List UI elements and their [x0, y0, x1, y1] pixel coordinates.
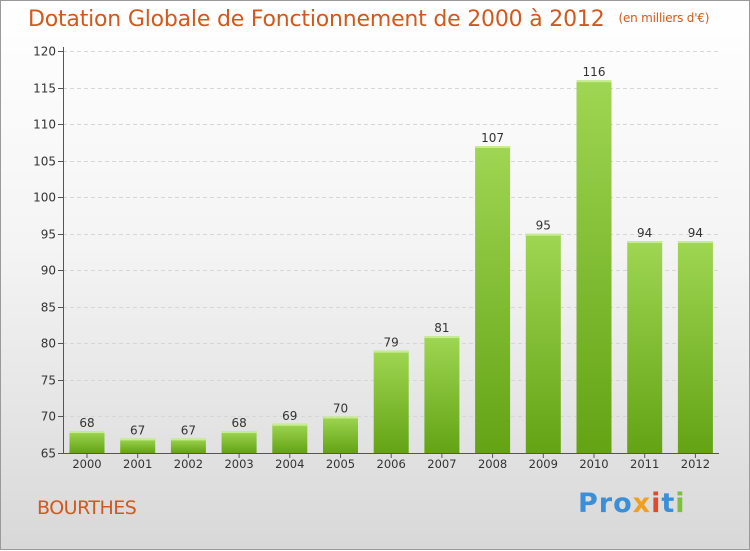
x-tick-label: 2004	[275, 457, 304, 471]
bar	[475, 146, 511, 453]
bar-highlight	[272, 423, 308, 426]
x-tick-label: 2012	[681, 457, 710, 471]
logo-part-2: x	[632, 488, 652, 519]
proxiti-logo: Proxiti	[578, 488, 686, 519]
value-label: 69	[282, 409, 297, 423]
x-tick-label: 2011	[630, 457, 659, 471]
value-label: 95	[536, 219, 551, 233]
bar	[525, 233, 561, 453]
logo-part-1: Pro	[578, 488, 633, 519]
value-label: 107	[481, 131, 504, 145]
chart-title: Dotation Globale de Fonctionnement de 20…	[28, 7, 709, 32]
y-tick-label: 100	[33, 191, 56, 205]
x-tick-label: 2007	[427, 457, 456, 471]
bar-highlight	[323, 416, 358, 419]
y-tick-label: 80	[41, 337, 56, 351]
x-tick-label: 2010	[579, 457, 608, 471]
logo-part-4: t	[661, 488, 676, 519]
bar	[221, 431, 257, 453]
bar-highlight	[627, 241, 663, 244]
bar-highlight	[424, 336, 460, 339]
y-tick-label: 70	[41, 410, 56, 424]
chart-subtitle: (en milliers d'€)	[618, 11, 710, 25]
value-labels: 68 67 67 68 69 70 79 81 107 95 116 94 94	[79, 65, 703, 437]
place-name: BOURTHES	[37, 497, 137, 519]
bar-highlight	[120, 438, 156, 441]
logo-part-5: i	[675, 488, 686, 519]
value-label: 81	[434, 321, 449, 335]
value-label: 79	[384, 336, 399, 350]
y-tick-label: 75	[41, 374, 56, 388]
bar	[576, 80, 612, 454]
value-label: 68	[79, 416, 94, 430]
y-tick-label: 120	[33, 45, 56, 59]
x-tick-label: 2001	[123, 457, 152, 471]
bar-highlight	[69, 431, 105, 434]
bar	[120, 438, 156, 453]
y-tick-label: 115	[33, 82, 56, 96]
bar-highlight	[525, 233, 561, 236]
x-tick-label: 2009	[529, 457, 558, 471]
x-tick-label: 2002	[174, 457, 203, 471]
x-tick-label: 2006	[377, 457, 406, 471]
bar	[69, 431, 105, 453]
y-tick-labels: 65 70 75 80 85 90 95 100 105 110 115 120	[33, 45, 56, 461]
bar-highlight	[221, 431, 257, 434]
y-tick-label: 110	[33, 118, 56, 132]
bar-highlight	[576, 80, 612, 83]
bar	[170, 438, 206, 453]
value-label: 94	[637, 226, 652, 240]
value-label: 94	[688, 226, 703, 240]
bar	[677, 241, 713, 453]
bars	[69, 80, 713, 454]
value-label: 67	[181, 423, 196, 437]
x-tick-label: 2000	[72, 457, 101, 471]
bar-highlight	[170, 438, 206, 441]
bar	[424, 336, 460, 453]
value-label: 67	[130, 423, 145, 437]
y-tick-label: 85	[41, 301, 56, 315]
bar-highlight	[677, 241, 713, 244]
x-tick-label: 2008	[478, 457, 507, 471]
bar	[323, 416, 358, 453]
y-tick-label: 90	[41, 264, 56, 278]
chart-title-text: Dotation Globale de Fonctionnement de 20…	[28, 7, 605, 32]
y-tick-label: 95	[41, 228, 56, 242]
bar	[373, 350, 409, 453]
bar-highlight	[373, 350, 409, 353]
bar-highlight	[475, 146, 511, 149]
bar	[272, 423, 308, 453]
x-tick-label: 2005	[326, 457, 355, 471]
x-tick-label: 2003	[224, 457, 253, 471]
value-label: 116	[583, 65, 606, 79]
logo-part-3: i	[651, 488, 662, 519]
value-label: 70	[333, 401, 348, 415]
axes	[58, 47, 719, 458]
y-tick-label: 105	[33, 155, 56, 169]
y-tick-label: 65	[41, 447, 56, 461]
value-label: 68	[231, 416, 246, 430]
bar	[627, 241, 663, 453]
x-tick-labels: 2000 2001 2002 2003 2004 2005 2006 2007 2008 2009…	[72, 457, 710, 471]
